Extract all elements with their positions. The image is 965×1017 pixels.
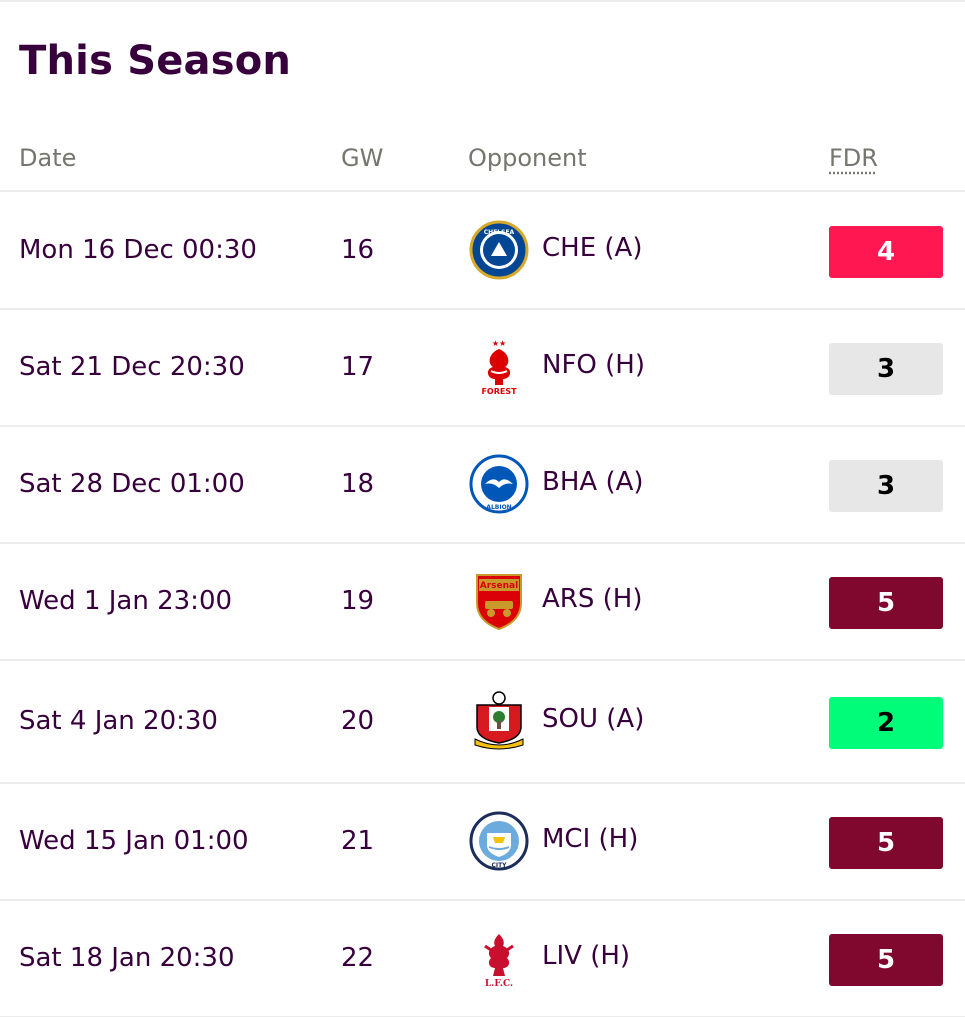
fixture-row: Sat 4 Jan 20:30 20 SOU (A) 2 [0,661,965,784]
arsenal-badge-icon: Arsenal [469,571,529,631]
fixture-gameweek: 20 [341,706,375,736]
svg-text:CITY: CITY [491,862,507,869]
fixture-row: Mon 16 Dec 00:30 16 CHELSEA CHE (A) 4 [0,193,965,310]
top-divider [0,0,965,2]
fixture-date: Sat 28 Dec 01:00 [19,469,245,499]
svg-text:Arsenal: Arsenal [480,581,518,591]
fdr-badge: 3 [829,460,943,512]
fixture-gameweek: 18 [341,469,375,499]
fixture-opponent: LIV (H) [542,941,631,971]
column-header-fdr[interactable]: FDR [829,144,878,172]
chelsea-badge-icon: CHELSEA [469,220,529,280]
fixture-opponent: MCI (H) [542,824,639,854]
fixture-date: Wed 15 Jan 01:00 [19,826,249,856]
svg-text:★★: ★★ [492,339,506,348]
column-header-opponent: Opponent [468,144,587,172]
column-header-gw: GW [341,144,384,172]
nottingham-forest-badge-icon: ★★ FOREST [469,337,529,397]
svg-text:CHELSEA: CHELSEA [484,229,515,236]
fixture-date: Sat 4 Jan 20:30 [19,706,218,736]
fixture-row: Sat 18 Jan 20:30 22 L.F.C. LIV (H) 5 [0,901,965,1017]
page-title: This Season [19,38,292,84]
fixture-gameweek: 22 [341,943,375,973]
fixture-date: Sat 21 Dec 20:30 [19,352,245,382]
table-header: Date GW Opponent FDR [0,132,965,192]
brighton-badge-icon: ALBION [469,454,529,514]
fixture-opponent: SOU (A) [542,704,645,734]
fixture-date: Wed 1 Jan 23:00 [19,586,233,616]
fixture-opponent: CHE (A) [542,233,643,263]
fixture-row: Sat 28 Dec 01:00 18 ALBION BHA (A) 3 [0,427,965,544]
fixture-opponent: NFO (H) [542,350,645,380]
svg-text:L.F.C.: L.F.C. [485,979,513,988]
fixture-date: Sat 18 Jan 20:30 [19,943,235,973]
svg-text:FOREST: FOREST [481,387,517,396]
fdr-badge: 4 [829,226,943,278]
fixture-row: Sat 21 Dec 20:30 17 ★★ FOREST NFO (H) 3 [0,310,965,427]
svg-text:ALBION: ALBION [486,504,511,511]
fdr-badge: 2 [829,697,943,749]
fixture-gameweek: 21 [341,826,375,856]
southampton-badge-icon [469,691,529,751]
fdr-badge: 5 [829,934,943,986]
fdr-badge: 5 [829,577,943,629]
fixture-opponent: ARS (H) [542,584,643,614]
fixture-row: Wed 15 Jan 01:00 21 CITY MCI (H) 5 [0,784,965,901]
fixtures-table: Mon 16 Dec 00:30 16 CHELSEA CHE (A) 4 Sat 21 … [0,193,965,1017]
liverpool-badge-icon: L.F.C. [469,928,529,988]
manchester-city-badge-icon: CITY [469,811,529,871]
fixture-gameweek: 19 [341,586,375,616]
fixture-row: Wed 1 Jan 23:00 19 Arsenal ARS (H) 5 [0,544,965,661]
fixture-gameweek: 17 [341,352,375,382]
fixture-opponent: BHA (A) [542,467,644,497]
column-header-date: Date [19,144,77,172]
fixture-date: Mon 16 Dec 00:30 [19,235,257,265]
fixture-gameweek: 16 [341,235,375,265]
fdr-badge: 5 [829,817,943,869]
fdr-badge: 3 [829,343,943,395]
